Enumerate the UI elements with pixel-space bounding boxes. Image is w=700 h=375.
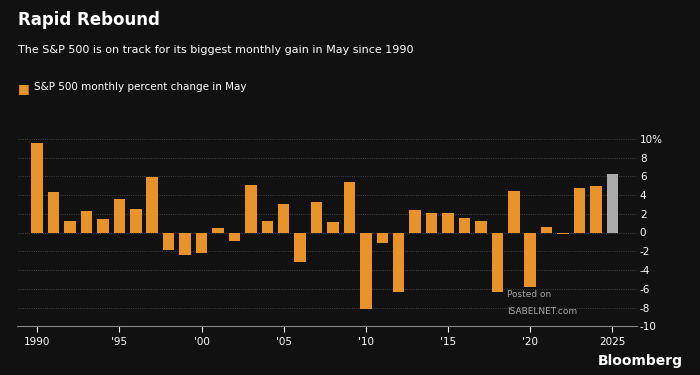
Bar [541, 227, 552, 232]
Bar [196, 232, 207, 253]
Text: ISABELNET.com: ISABELNET.com [507, 307, 577, 316]
Text: ■: ■ [18, 82, 29, 96]
Text: The S&P 500 is on track for its biggest monthly gain in May since 1990: The S&P 500 is on track for its biggest … [18, 45, 413, 55]
Bar [328, 222, 339, 232]
Bar [32, 144, 43, 232]
Bar [458, 218, 470, 232]
Bar [262, 221, 273, 232]
Text: S&P 500 monthly percent change in May: S&P 500 monthly percent change in May [34, 82, 246, 93]
Bar [590, 186, 602, 232]
Bar [113, 199, 125, 232]
Bar [426, 213, 438, 232]
Text: Rapid Rebound: Rapid Rebound [18, 11, 160, 29]
Text: Posted on: Posted on [507, 290, 551, 299]
Bar [360, 232, 372, 309]
Bar [393, 232, 405, 292]
Bar [146, 177, 158, 232]
Bar [410, 210, 421, 232]
Bar [442, 213, 454, 232]
Bar [295, 232, 306, 262]
Text: Bloomberg: Bloomberg [598, 354, 682, 368]
Bar [179, 232, 191, 255]
Bar [97, 219, 108, 232]
Bar [64, 221, 76, 232]
Bar [130, 209, 141, 232]
Bar [607, 174, 618, 232]
Bar [48, 192, 60, 232]
Bar [212, 228, 224, 232]
Bar [311, 202, 322, 232]
Bar [524, 232, 536, 287]
Bar [163, 232, 174, 250]
Bar [229, 232, 240, 241]
Bar [377, 232, 388, 243]
Bar [278, 204, 290, 232]
Bar [508, 191, 519, 232]
Bar [491, 232, 503, 292]
Bar [245, 185, 257, 232]
Bar [557, 232, 569, 234]
Bar [80, 211, 92, 232]
Bar [344, 182, 355, 232]
Bar [574, 188, 585, 232]
Bar [475, 221, 486, 232]
